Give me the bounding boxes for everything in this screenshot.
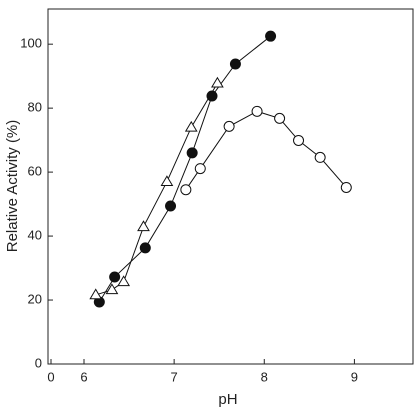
point: [160, 175, 174, 187]
y-tick-label: 0: [35, 355, 42, 370]
y-tick-label: 80: [28, 100, 42, 115]
point: [211, 76, 224, 88]
point: [184, 120, 198, 132]
y-axis-title: Relative Activity (%): [4, 120, 21, 253]
y-tick-label: 40: [28, 228, 42, 243]
point: [165, 200, 177, 212]
point: [206, 90, 218, 102]
y-tick-label: 60: [28, 164, 42, 179]
point: [314, 151, 326, 163]
x-tick-label: 9: [351, 369, 358, 384]
point: [139, 242, 151, 254]
point: [229, 58, 241, 70]
y-tick-label: 20: [28, 291, 42, 306]
point: [274, 112, 286, 124]
point: [293, 134, 305, 146]
point: [251, 105, 263, 117]
point: [186, 147, 198, 159]
point: [137, 220, 150, 232]
x-tick-label: 6: [80, 369, 87, 384]
point: [194, 163, 206, 175]
x-tick-label: 7: [171, 369, 178, 384]
point: [117, 275, 131, 287]
x-tick-label: 0: [47, 369, 54, 384]
series-line: [95, 82, 218, 296]
point: [265, 30, 277, 42]
series-line: [185, 110, 347, 190]
x-tick-label: 8: [261, 369, 268, 384]
point: [223, 120, 235, 132]
y-tick-label: 100: [20, 36, 42, 51]
point: [109, 271, 121, 283]
x-axis-title: pH: [218, 391, 237, 408]
series-line: [98, 35, 271, 303]
point: [180, 184, 192, 196]
point: [105, 283, 119, 295]
point: [340, 181, 352, 193]
plot-frame: [47, 8, 414, 365]
point: [89, 288, 103, 300]
